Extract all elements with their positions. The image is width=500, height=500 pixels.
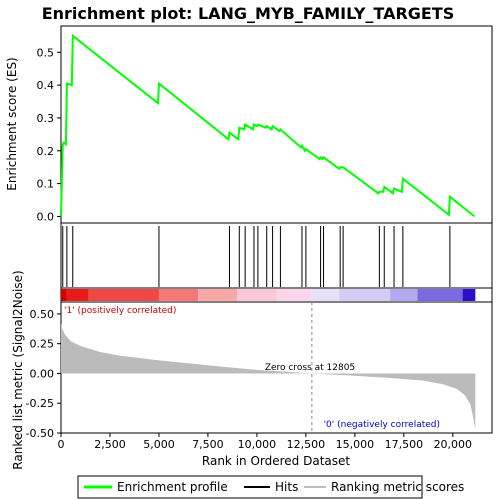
enrichment-profile-line (60, 33, 476, 218)
es-y-axis-label: Enrichment score (ES) (5, 57, 19, 190)
x-tick-label: 15,000 (336, 438, 375, 451)
x-tick-label: 17,500 (385, 438, 424, 451)
colorbar-segment (417, 289, 463, 301)
es-y-tick-label: 0.3 (37, 112, 55, 125)
legend-label-enrichment-profile: Enrichment profile (117, 480, 228, 494)
es-y-axis: 0.0 0.1 0.2 0.3 0.4 0.5 (37, 46, 61, 223)
es-y-tick-label: 0.0 (37, 210, 55, 223)
chart-title: Enrichment plot: LANG_MYB_FAMILY_TARGETS (42, 4, 455, 23)
colorbar-segment (66, 289, 89, 301)
es-y-tick-label: 0.4 (37, 79, 55, 92)
hits-panel (60, 222, 493, 289)
metric-y-axis-label: Ranked list metric (Signal2Noise) (11, 270, 25, 469)
colorbar-segment (237, 289, 277, 301)
es-y-tick-label: 0.2 (37, 145, 55, 158)
colorbar-segment (311, 289, 340, 301)
legend-label-hits: Hits (275, 480, 298, 494)
x-tick-label: 2,500 (94, 438, 126, 451)
hits-marks (62, 226, 451, 287)
x-axis-label: Rank in Ordered Dataset (202, 454, 350, 468)
metric-y-axis: -0.50 -0.25 0.00 0.25 0.50 (26, 308, 61, 440)
colorbar-segment (276, 289, 312, 301)
metric-y-tick-label: 0.50 (30, 308, 55, 321)
legend-items: Enrichment profile Hits Ranking metric sco… (84, 480, 464, 494)
x-tick-label: 5,000 (143, 438, 175, 451)
metric-y-tick-label: -0.50 (26, 427, 54, 440)
es-panel (60, 25, 493, 224)
colorbar-segment (462, 289, 476, 301)
positive-correlation-label: '1' (positively correlated) (64, 306, 176, 316)
colorbar-segment (61, 289, 67, 301)
colorbar-segment (158, 289, 199, 301)
x-axis: 0 2,500 5,000 7,500 10,000 12,500 15,000 17,500… (58, 433, 473, 451)
zero-cross-label: Zero cross at 12805 (265, 363, 355, 373)
colorbar-segment (88, 289, 159, 301)
metric-y-tick-label: -0.25 (26, 397, 54, 410)
es-y-tick-label: 0.1 (37, 178, 55, 191)
ranking-metric-area (61, 323, 476, 430)
x-tick-label: 10,000 (238, 438, 277, 451)
x-tick-label: 0 (58, 438, 65, 451)
colorbar-segment (390, 289, 418, 301)
negative-correlation-label: '0' (negatively correlated) (324, 420, 440, 430)
metric-y-tick-label: 0.25 (30, 338, 55, 351)
es-y-tick-label: 0.5 (37, 46, 55, 59)
x-tick-label: 20,000 (434, 438, 473, 451)
legend-label-ranking-metric: Ranking metric scores (331, 480, 464, 494)
x-tick-label: 12,500 (287, 438, 326, 451)
colorbar-segment (339, 289, 391, 301)
x-tick-label: 7,500 (192, 438, 224, 451)
metric-y-tick-label: 0.00 (30, 367, 55, 380)
colorbar-segment (198, 289, 238, 301)
ranked-list-colorbar (61, 289, 476, 301)
